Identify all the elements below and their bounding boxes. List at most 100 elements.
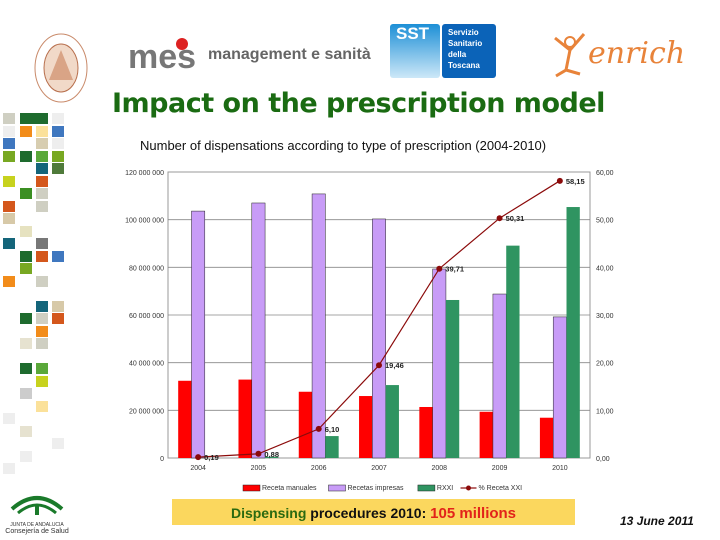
mosaic-tile	[20, 150, 32, 162]
data-label: 6,10	[325, 425, 340, 434]
mosaic-tile	[20, 363, 32, 374]
line-point	[556, 177, 563, 184]
bar-recetas-impresas	[251, 202, 266, 459]
mosaic-tile	[20, 113, 48, 124]
bar-recetas-impresas	[311, 193, 326, 459]
bar-receta-manuales	[539, 417, 554, 458]
chart-title: Number of dispensations according to typ…	[140, 138, 547, 153]
legend-label: Receta manuales	[262, 485, 317, 492]
bar-recetas-impresas	[492, 293, 507, 459]
mosaic-tile	[36, 300, 48, 312]
mosaic-tile	[36, 163, 48, 174]
date-label: 13 June 2011	[620, 514, 694, 528]
legend-label: % Receta XXI	[479, 485, 523, 492]
y-tick-label: 20 000 000	[129, 408, 164, 415]
mosaic-tile	[3, 200, 15, 212]
mosaic-tile	[3, 138, 15, 149]
mosaic-tile	[36, 150, 48, 162]
y-tick-label: 0	[160, 456, 164, 463]
y-tick-label: 60 000 000	[129, 313, 164, 320]
line-point	[315, 425, 322, 432]
mosaic-tile	[3, 113, 15, 124]
mosaic-tile	[36, 363, 48, 374]
mosaic-tile	[52, 163, 64, 174]
mosaic-tile	[3, 213, 15, 224]
y2-tick-label: 0,00	[596, 456, 610, 463]
y2-tick-label: 50,00	[596, 218, 614, 225]
junta-andalucia-logo: JUNTA DE ANDALUCIA Consejería de Salud	[2, 487, 72, 537]
mosaic-tile	[3, 150, 15, 162]
bar-rxxi	[566, 207, 580, 458]
data-label: 58,15	[566, 177, 585, 186]
mosaic-tile	[36, 175, 48, 187]
bar-recetas-impresas	[191, 210, 206, 459]
mosaic-tile	[36, 313, 48, 324]
bar-recetas-impresas	[552, 316, 567, 459]
legend-swatch	[417, 484, 436, 492]
mosaic-tile	[52, 150, 64, 162]
bar-rxxi	[325, 436, 339, 458]
mosaic-tile	[20, 263, 32, 274]
y-tick-label: 100 000 000	[125, 218, 164, 225]
mosaic-tile	[52, 113, 64, 124]
mosaic-tile	[20, 125, 32, 137]
page-title: Impact on the prescription model	[112, 88, 605, 119]
mosaic-tile	[20, 313, 32, 324]
y-tick-label: 120 000 000	[125, 170, 164, 177]
bar-receta-manuales	[178, 380, 192, 458]
bar-rxxi	[445, 299, 460, 458]
mosaic-tile	[36, 200, 48, 212]
mosaic-tile	[3, 275, 15, 287]
mosaic-tile	[36, 250, 48, 262]
bar-receta-manuales	[298, 391, 313, 458]
mosaic-tile	[36, 125, 48, 137]
summary-banner: Dispensing procedures 2010: 105 millions	[172, 499, 575, 525]
data-label: 0,88	[264, 450, 279, 459]
mosaic-tile	[52, 125, 64, 137]
line-point	[436, 265, 443, 272]
mosaic-tile	[52, 138, 64, 149]
mosaic-tile	[20, 425, 32, 437]
legend-label: Recetas impresas	[348, 485, 405, 492]
line-point	[376, 362, 382, 369]
y2-tick-label: 30,00	[596, 313, 614, 320]
bar-receta-manuales	[419, 406, 433, 458]
legend-swatch	[242, 484, 261, 492]
mosaic-tile	[52, 300, 64, 312]
x-tick-label: 2008	[431, 465, 447, 472]
bar-receta-manuales	[359, 396, 373, 458]
bar-receta-manuales	[479, 411, 493, 458]
mosaic-tile	[3, 413, 15, 424]
mosaic-tile	[36, 238, 48, 249]
mosaic-tile	[20, 338, 32, 349]
line-point	[195, 454, 202, 461]
y-tick-label: 40 000 000	[129, 361, 164, 368]
mosaic-tile	[52, 313, 64, 324]
x-tick-label: 2004	[190, 465, 206, 472]
bar-receta-manuales	[238, 379, 252, 458]
mosaic-tile	[20, 225, 32, 237]
x-tick-label: 2005	[251, 465, 267, 472]
y2-tick-label: 60,00	[596, 170, 614, 177]
mosaic-tile	[3, 125, 15, 137]
mosaic-tile	[36, 325, 48, 337]
legend-label: RXXI	[437, 485, 453, 492]
y2-tick-label: 40,00	[596, 265, 614, 272]
legend-swatch	[328, 484, 346, 492]
bar-recetas-impresas	[432, 268, 447, 459]
legend-swatch-marker	[466, 485, 471, 491]
mosaic-tile	[3, 175, 15, 187]
mosaic-tile	[20, 450, 32, 462]
sst-logo: SST Servizio Sanitario della Toscana	[390, 24, 496, 78]
bar-rxxi	[385, 385, 399, 458]
bar-line-chart: 0 20 000 000 40 000 000 60 000 000 80 000 00…	[125, 170, 614, 492]
mosaic-tile	[36, 138, 48, 149]
x-tick-label: 2010	[552, 465, 568, 472]
mosaic-tile	[20, 250, 32, 262]
y2-tick-label: 20,00	[596, 361, 614, 368]
data-label: 50,31	[506, 214, 525, 223]
enrich-logo: enrich	[550, 30, 685, 80]
bar-rxxi	[265, 456, 279, 458]
mosaic-tile	[3, 463, 15, 474]
mosaic-tile	[36, 275, 48, 287]
